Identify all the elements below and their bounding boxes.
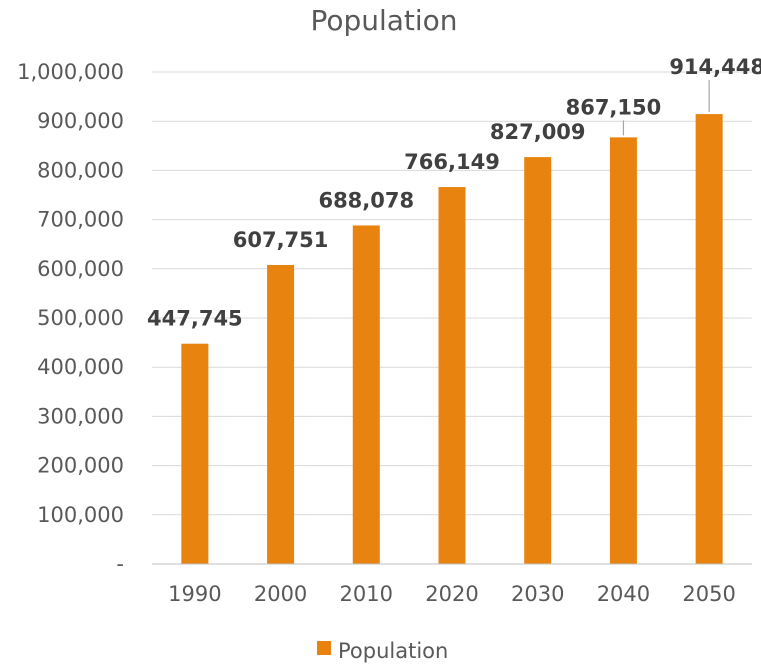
x-tick-label: 2020 <box>425 582 478 606</box>
y-tick-label: 400,000 <box>37 355 124 379</box>
data-label: 607,751 <box>233 228 329 252</box>
bar <box>438 187 466 564</box>
chart-title: Population <box>310 4 457 37</box>
y-tick-label: 800,000 <box>37 158 124 182</box>
x-axis: 1990 2000 2010 2020 2030 2040 2050 <box>152 563 752 606</box>
leader-lines <box>622 80 710 136</box>
legend-label-population: Population <box>338 639 448 663</box>
y-tick-label: 300,000 <box>37 404 124 428</box>
y-tick-label: 600,000 <box>37 257 124 281</box>
legend: Population <box>317 639 448 663</box>
y-tick-label: 100,000 <box>37 503 124 527</box>
bar <box>524 157 552 564</box>
data-label: 688,078 <box>318 188 414 212</box>
bar <box>609 137 637 565</box>
y-tick-label: 700,000 <box>37 208 124 232</box>
x-tick-label: 2010 <box>340 582 393 606</box>
data-label: 914,448 <box>669 55 761 79</box>
x-tick-label: 2040 <box>597 582 650 606</box>
bar <box>352 225 380 564</box>
y-tick-label: 1,000,000 <box>17 60 124 84</box>
data-label: 766,149 <box>404 150 500 174</box>
bar-series <box>181 114 723 565</box>
data-label: 447,745 <box>147 307 243 331</box>
x-tick-label: 1990 <box>168 582 221 606</box>
y-axis: - 100,000 200,000 300,000 400,000 500,000 600,… <box>17 60 124 576</box>
data-labels: 447,745 607,751 688,078 766,149 827,009867,1… <box>147 55 761 331</box>
x-tick-label: 2000 <box>254 582 307 606</box>
x-tick-label: 2050 <box>682 582 735 606</box>
x-tick-label: 2030 <box>511 582 564 606</box>
y-tick-label: 900,000 <box>37 109 124 133</box>
data-label: 827,009 <box>490 120 586 144</box>
data-label: 867,150 <box>566 95 662 119</box>
bar <box>181 343 209 564</box>
y-tick-label: - <box>116 552 124 576</box>
bar <box>267 264 295 564</box>
y-tick-label: 200,000 <box>37 454 124 478</box>
legend-swatch-population <box>317 641 331 655</box>
y-tick-label: 500,000 <box>37 306 124 330</box>
bar <box>695 114 723 564</box>
